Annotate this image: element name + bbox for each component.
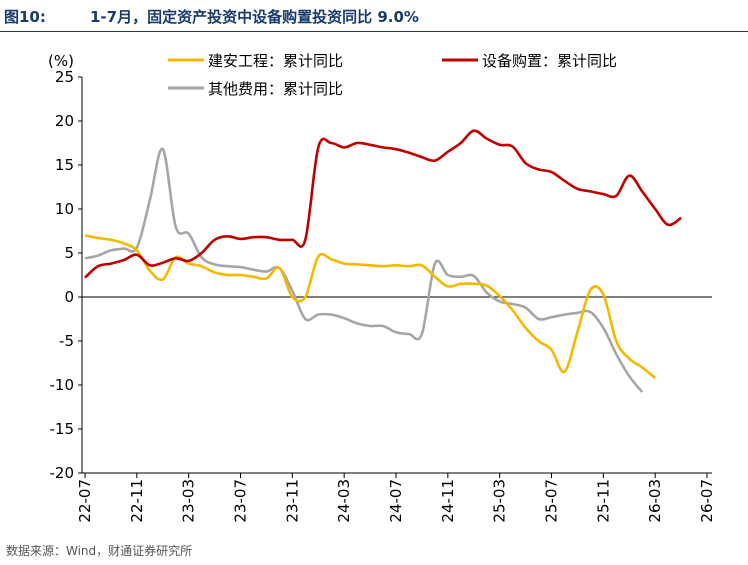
title-divider [0, 31, 748, 32]
x-tick-label: 24-07 [387, 479, 405, 523]
x-tick-label: 25-11 [594, 479, 612, 523]
legend-label: 其他费用：累计同比 [208, 80, 343, 98]
figure-title: 1-7月，固定资产投资中设备购置投资同比 9.0% [90, 8, 419, 26]
x-tick-label: 24-03 [335, 479, 353, 523]
series-line-1 [84, 234, 657, 380]
x-tick-label: 26-03 [646, 479, 664, 523]
y-axis-label: (%) [48, 52, 74, 70]
y-tick-label: 20 [55, 112, 74, 130]
y-tick-label: -15 [50, 420, 75, 438]
figure-title-bar: 图10: 1-7月，固定资产投资中设备购置投资同比 9.0% [4, 4, 744, 30]
x-tick-label: 25-07 [543, 479, 561, 523]
figure-number: 图10: [4, 8, 46, 26]
y-tick-label: 10 [55, 200, 74, 218]
chart-series [84, 129, 682, 393]
x-tick-label: 23-07 [232, 479, 250, 523]
y-tick-label: -5 [59, 332, 74, 350]
x-tick-label: 23-03 [180, 479, 198, 523]
y-tick-label: 0 [64, 288, 74, 306]
legend-label: 建安工程：累计同比 [208, 52, 343, 70]
x-tick-label: 22-11 [128, 479, 146, 523]
series-line-2 [84, 129, 682, 279]
y-tick-label: 5 [64, 244, 74, 262]
y-tick-label: -10 [50, 376, 75, 394]
y-tick-label: 25 [55, 68, 74, 86]
x-tick-label: 22-07 [76, 479, 94, 523]
x-tick-label: 26-07 [698, 479, 716, 523]
x-tick-label: 25-03 [491, 479, 509, 523]
y-tick-label: 15 [55, 156, 74, 174]
source-note: 数据来源：Wind，财通证券研究所 [6, 544, 193, 558]
chart-axes: 25 20 15 10 5 0 -5 -10 -15 -20 (%) 22-07 22-11 23-03 2… [48, 52, 716, 523]
legend-label: 设备购置：累计同比 [482, 52, 617, 70]
x-tick-label: 24-11 [439, 479, 457, 523]
x-tick-label: 23-11 [283, 479, 301, 523]
y-tick-label: -20 [50, 464, 75, 482]
series-line-3 [84, 147, 644, 393]
